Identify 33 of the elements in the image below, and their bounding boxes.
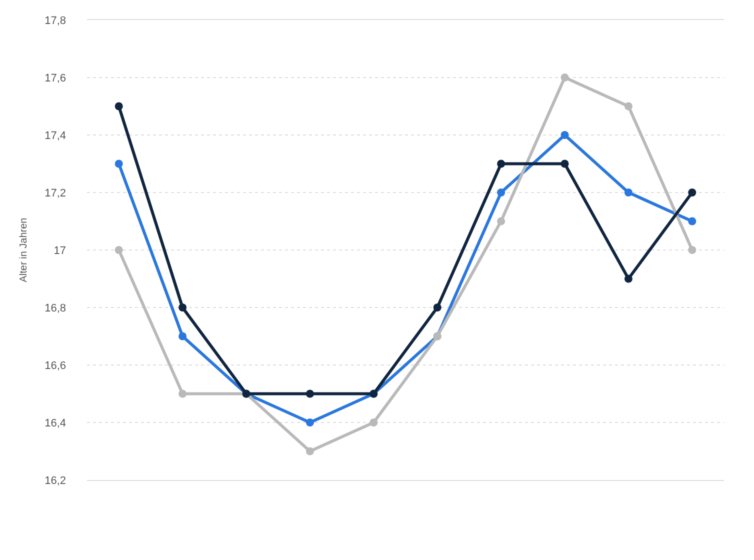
point <box>178 390 187 398</box>
y-tick-label: 16,4 <box>44 417 66 430</box>
point <box>497 188 506 196</box>
point <box>497 160 506 168</box>
point <box>370 418 378 426</box>
y-tick-label: 16,2 <box>44 474 66 487</box>
point <box>178 332 187 340</box>
point <box>688 188 696 196</box>
point <box>560 160 569 168</box>
point <box>306 447 314 456</box>
y-tick-label: 17,8 <box>44 14 66 27</box>
point <box>306 418 314 426</box>
y-tick-label: 17 <box>54 244 66 257</box>
point <box>624 188 632 196</box>
point <box>114 246 123 254</box>
y-tick-label: 16,8 <box>44 302 66 314</box>
point <box>624 274 632 283</box>
y-tick-label: 17,4 <box>44 130 66 142</box>
y-tick-label: 16,6 <box>44 360 66 372</box>
point <box>624 102 632 110</box>
point <box>560 74 569 82</box>
point <box>560 131 569 139</box>
point <box>497 217 506 226</box>
point <box>114 102 123 110</box>
y-tick-label: 17,6 <box>44 72 66 84</box>
y-tick-label: 17,2 <box>44 187 66 200</box>
point <box>114 160 123 168</box>
point <box>306 390 314 398</box>
point <box>688 217 696 226</box>
point <box>688 246 696 254</box>
point <box>178 304 187 312</box>
point <box>433 304 442 312</box>
y-axis-title: Alter in Jahren <box>18 218 30 282</box>
